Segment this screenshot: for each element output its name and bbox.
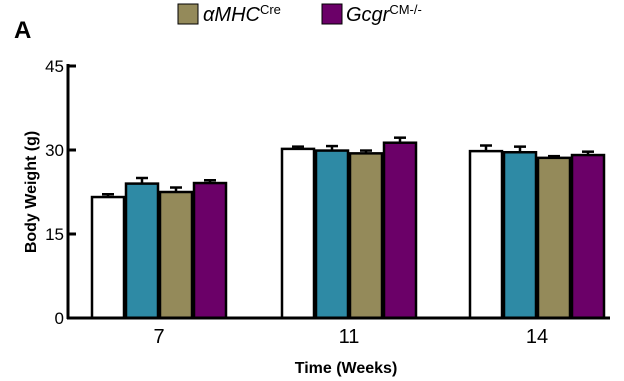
bar-series1-week-7 bbox=[124, 182, 160, 320]
y-tick-label-0: 0 bbox=[55, 309, 64, 328]
bar-series0-week-11 bbox=[280, 147, 316, 320]
bar-series2-week-11 bbox=[348, 152, 384, 320]
x-tick-label-7: 7 bbox=[153, 326, 164, 348]
y-axis-label: Body Weight (g) bbox=[23, 131, 40, 253]
bar-series3-week-7 bbox=[192, 181, 228, 320]
bar-series0-week-14 bbox=[468, 149, 504, 320]
legend-label-amhc: αMHCCre bbox=[203, 2, 281, 26]
legend-swatch-gcgr bbox=[321, 3, 343, 25]
y-tick-label-45: 45 bbox=[45, 57, 64, 76]
y-tick-label-30: 30 bbox=[45, 141, 64, 160]
bar-series1-week-14 bbox=[502, 150, 538, 320]
bars-group bbox=[90, 136, 606, 320]
legend-label-gcgr-main: Gcgr bbox=[346, 4, 391, 26]
x-tick-label-14: 14 bbox=[526, 326, 548, 348]
legend-label-amhc-main: αMHC bbox=[203, 4, 261, 26]
legend-label-gcgr: GcgrCM-/- bbox=[346, 2, 422, 26]
legend-label-gcgr-sup: CM-/- bbox=[389, 2, 422, 17]
legend: αMHCCre GcgrCM-/- bbox=[177, 2, 422, 26]
legend-label-amhc-sup: Cre bbox=[260, 2, 281, 17]
bar-series1-week-11 bbox=[314, 149, 350, 320]
axes-group: 7 11 14 0 15 30 45 bbox=[45, 57, 610, 348]
panel-label: A bbox=[14, 17, 31, 44]
x-tick-label-11: 11 bbox=[339, 326, 360, 348]
y-tick-label-15: 15 bbox=[45, 225, 64, 244]
x-axis-label: Time (Weeks) bbox=[295, 360, 398, 377]
bar-series3-week-11 bbox=[382, 141, 418, 320]
bar-series0-week-7 bbox=[90, 195, 126, 320]
bar-series2-week-7 bbox=[158, 190, 194, 320]
bar-series3-week-14 bbox=[570, 153, 606, 320]
legend-swatch-amhc bbox=[177, 3, 199, 25]
bar-series2-week-14 bbox=[536, 156, 572, 320]
